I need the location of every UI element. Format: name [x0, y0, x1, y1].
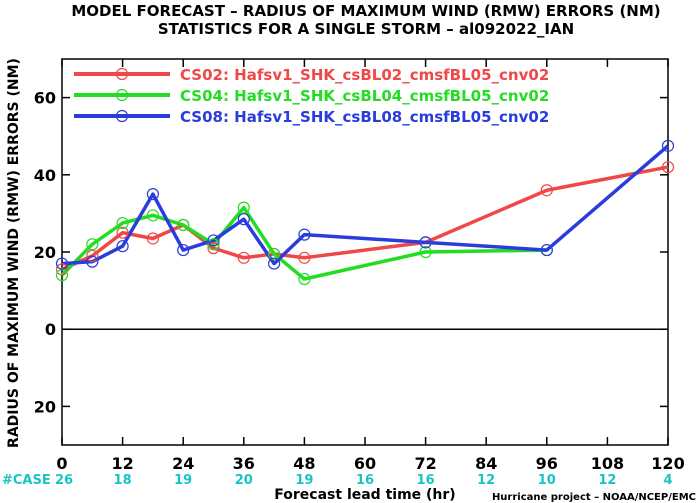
case-counts: 26 18 19 20 19 16 16 12 10 12 4: [55, 473, 673, 488]
series-line-3: [61, 144, 670, 266]
case-count: 20: [235, 473, 253, 488]
series-3-point: [55, 257, 69, 270]
case-count: 16: [356, 473, 374, 488]
x-tick-label: 84: [475, 454, 497, 473]
y-axis-label: RADIUS OF MAXIMUM WIND (RMW) ERRORS (NM): [6, 58, 22, 448]
series-2-point: [298, 272, 311, 286]
y-tick-label: 20: [34, 243, 56, 262]
case-count: 12: [598, 473, 616, 488]
x-axis: 0 12 24 36 48 60 72 84 96 108 120: [56, 59, 685, 473]
case-count: 4: [663, 473, 672, 488]
series-1-point: [146, 232, 159, 245]
case-count: 16: [417, 473, 435, 488]
x-tick-label: 60: [354, 454, 376, 473]
x-tick-label: 12: [111, 454, 133, 473]
series-1-point: [207, 242, 220, 255]
series-3-point: [298, 228, 311, 241]
series-markers: [55, 139, 675, 286]
series-2-point: [268, 247, 281, 261]
series-1-point: [661, 160, 675, 174]
y-tick-label: 0: [45, 320, 56, 339]
legend-label-3: CS08: Hafsv1_SHK_csBL08_cmsfBL05_cnv02: [180, 108, 549, 126]
legend-label-1: CS02: Hafsv1_SHK_csBL02_cmsfBL05_cnv02: [180, 66, 549, 84]
legend-marker-1: [115, 67, 129, 81]
series-3-point: [116, 240, 129, 253]
legend-label-2: CS04: Hafsv1_SHK_csBL04_cmsfBL05_cnv02: [180, 87, 549, 105]
x-tick-label: 48: [293, 454, 315, 473]
series-3-point: [268, 257, 281, 270]
series-2-point: [116, 216, 129, 230]
x-tick-label: 96: [536, 454, 558, 473]
series-2-point: [86, 238, 99, 251]
y-tick-label: 20: [34, 397, 56, 416]
series-3-point: [177, 243, 190, 257]
chart-subtitle: STATISTICS FOR A SINGLE STORM – al092022…: [158, 20, 574, 38]
x-tick-label: 24: [172, 454, 194, 473]
series-line-2: [60, 205, 547, 281]
series-1-point: [55, 263, 69, 276]
case-count: 19: [174, 473, 192, 488]
x-tick-label: 36: [233, 454, 255, 473]
legend-marker-3: [115, 109, 129, 123]
legend: CS02: Hafsv1_SHK_csBL02_cmsfBL05_cnv02 CS…: [74, 66, 549, 126]
series-3-point: [146, 188, 159, 201]
series-lines: [60, 144, 670, 281]
y-axis: 20 0 20 40 60: [34, 89, 668, 416]
x-tick-label: 120: [651, 454, 684, 473]
case-count: 26: [55, 473, 73, 488]
series-2-point: [207, 238, 220, 251]
y-tick-label: 40: [34, 166, 56, 185]
series-2-point: [419, 245, 432, 259]
series-3-point: [237, 213, 250, 226]
series-1-point: [298, 251, 311, 264]
series-2-point: [177, 218, 190, 232]
series-2-point: [146, 209, 159, 222]
series-1-point: [540, 184, 553, 197]
legend-marker-2: [115, 88, 129, 102]
series-3-point: [540, 243, 553, 257]
case-count: 18: [114, 473, 132, 488]
x-tick-label: 108: [591, 454, 624, 473]
series-3-point: [419, 236, 432, 249]
credit-text: Hurricane project – NOAA/NCEP/EMC: [492, 492, 696, 503]
chart-title: MODEL FORECAST – RADIUS OF MAXIMUM WIND …: [71, 2, 660, 20]
y-tick-label: 60: [34, 89, 56, 108]
case-count: 12: [477, 473, 495, 488]
case-count: 10: [538, 473, 556, 488]
series-1-point: [116, 226, 129, 239]
x-tick-label: 72: [414, 454, 436, 473]
series-1-point: [237, 251, 250, 264]
series-3-point: [86, 255, 99, 268]
case-label: #CASE: [2, 473, 51, 488]
series-3-point: [207, 234, 220, 247]
case-count: 19: [295, 473, 313, 488]
series-line-1: [61, 165, 669, 271]
x-tick-label: 0: [56, 454, 67, 473]
series-3-point: [661, 139, 675, 152]
x-axis-label: Forecast lead time (hr): [274, 487, 455, 503]
